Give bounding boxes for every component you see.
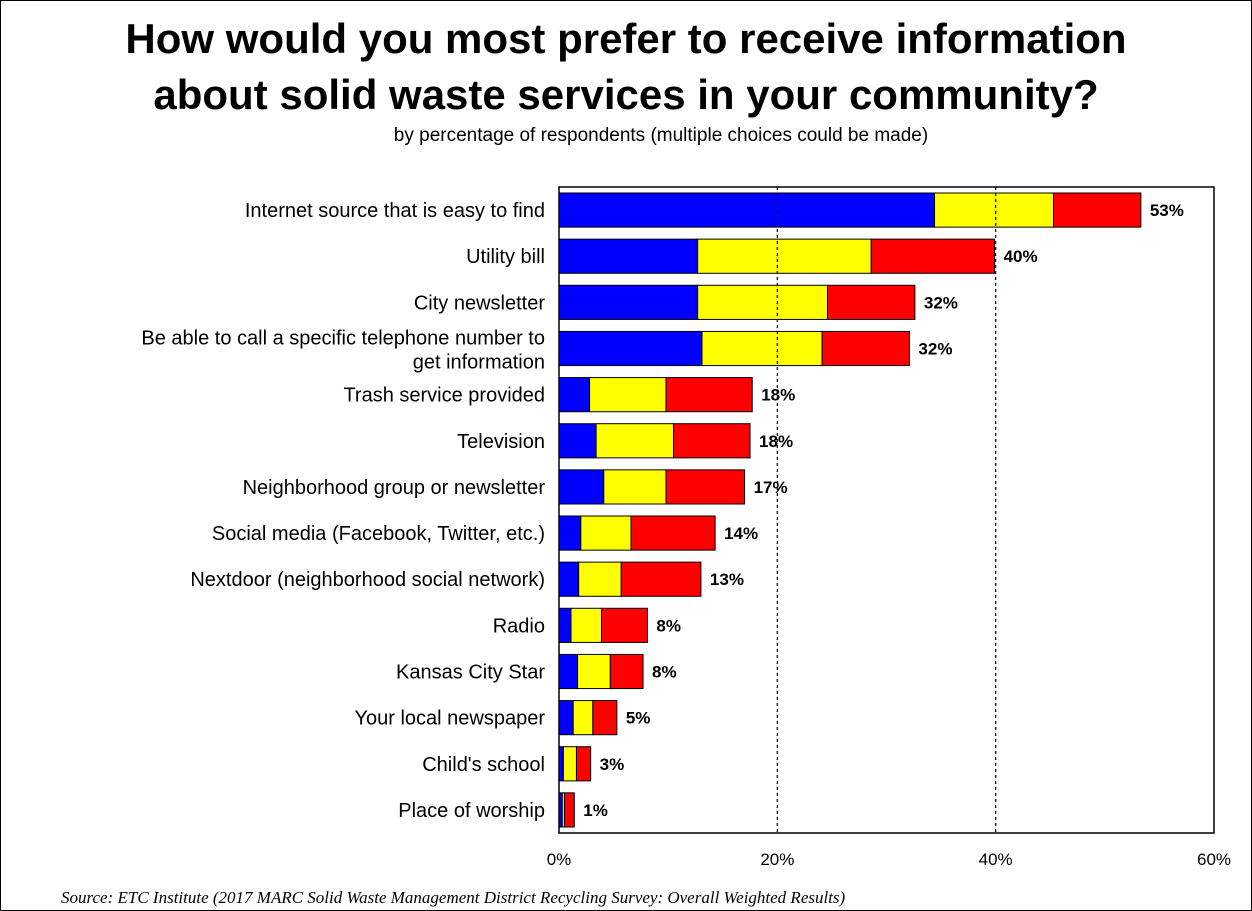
bar-segment [558,330,703,367]
bar-total-label: 53% [1150,201,1184,220]
bar-segment [665,377,753,413]
bar-segment [558,284,699,320]
category-label: Your local newspaper [355,708,546,730]
bar-segment [558,238,699,274]
bar-total-label: 32% [918,340,952,359]
plot-area: 53% Internet source that is easy to find 4… [141,186,1231,869]
bar-segment [589,377,667,413]
chart-title-line-1: How would you most prefer to receive inf… [125,15,1127,62]
bar-segment [601,607,648,643]
bar-total-label: 14% [724,524,758,543]
bar-total-label: 1% [583,801,608,820]
bar-segment [558,607,572,643]
category-label: Nextdoor (neighborhood social network) [190,569,545,591]
bar-segment [577,653,611,690]
bar-total-label: 18% [761,386,795,405]
bar-total-label: 5% [626,709,651,728]
bar-total-label: 18% [759,432,793,451]
bar-segment [575,746,592,782]
category-label: get information [413,352,545,374]
category-label: Place of worship [398,800,545,822]
bar-segment [563,792,575,828]
bar-total-label: 17% [754,478,788,497]
bar-segment [603,469,667,505]
bar-segment [558,653,579,690]
category-label: Utility bill [466,246,545,268]
bar-segment [592,700,618,736]
bar-total-label: 40% [1004,247,1038,266]
bar-total-label: 3% [600,755,625,774]
bar-segment [630,515,716,551]
bar-segment [570,607,603,643]
bar-segment [558,746,564,782]
category-label: City newsletter [414,292,545,314]
bar-segment [558,515,582,551]
bar-total-label: 8% [656,616,681,635]
bar-segment [701,330,823,367]
category-label: Internet source that is easy to find [245,200,545,222]
bar-segment [620,561,702,597]
category-label: Trash service provided [343,385,545,407]
bar-segment [609,653,644,690]
bar-segment [697,238,872,274]
bar-segment [595,423,675,459]
category-label: Child's school [422,754,545,776]
bar-segment [572,700,594,736]
bar-segment [558,192,936,228]
bar-segment [558,423,597,459]
bar-segment [665,469,746,505]
bar-segment [580,515,632,551]
bar-segment [673,423,751,459]
bar-total-label: 32% [924,293,958,312]
bar-segment [578,561,622,597]
bar-segment [558,469,605,505]
category-label: Social media (Facebook, Twitter, etc.) [212,523,545,545]
bar-segment [821,330,910,367]
bar-segment [870,238,996,274]
bar-segment [827,284,916,320]
x-tick-label: 20% [760,850,794,869]
bar-total-label: 13% [710,570,744,589]
category-label: Radio [493,615,545,637]
plot-border [558,186,1215,834]
x-tick-label: 60% [1197,850,1231,869]
chart-title-line-2: about solid waste services in your commu… [153,71,1099,118]
bar-segment [558,561,580,597]
bar-segment [558,700,574,736]
bar-segment [562,746,577,782]
bar-segment [558,377,591,413]
chart-subtitle: by percentage of respondents (multiple c… [393,125,929,146]
x-tick-label: 40% [979,850,1013,869]
category-label: Neighborhood group or newsletter [243,477,546,499]
bar-segment [1053,192,1142,228]
x-tick-label: 0% [547,850,572,869]
bar-segment [934,192,1055,228]
bar-segment [697,284,829,320]
category-label: Television [457,431,545,453]
source-note: Source: ETC Institute (2017 MARC Solid W… [61,888,846,907]
bar-total-label: 8% [652,663,677,682]
category-label: Be able to call a specific telephone num… [141,328,545,350]
category-label: Kansas City Star [396,662,545,684]
